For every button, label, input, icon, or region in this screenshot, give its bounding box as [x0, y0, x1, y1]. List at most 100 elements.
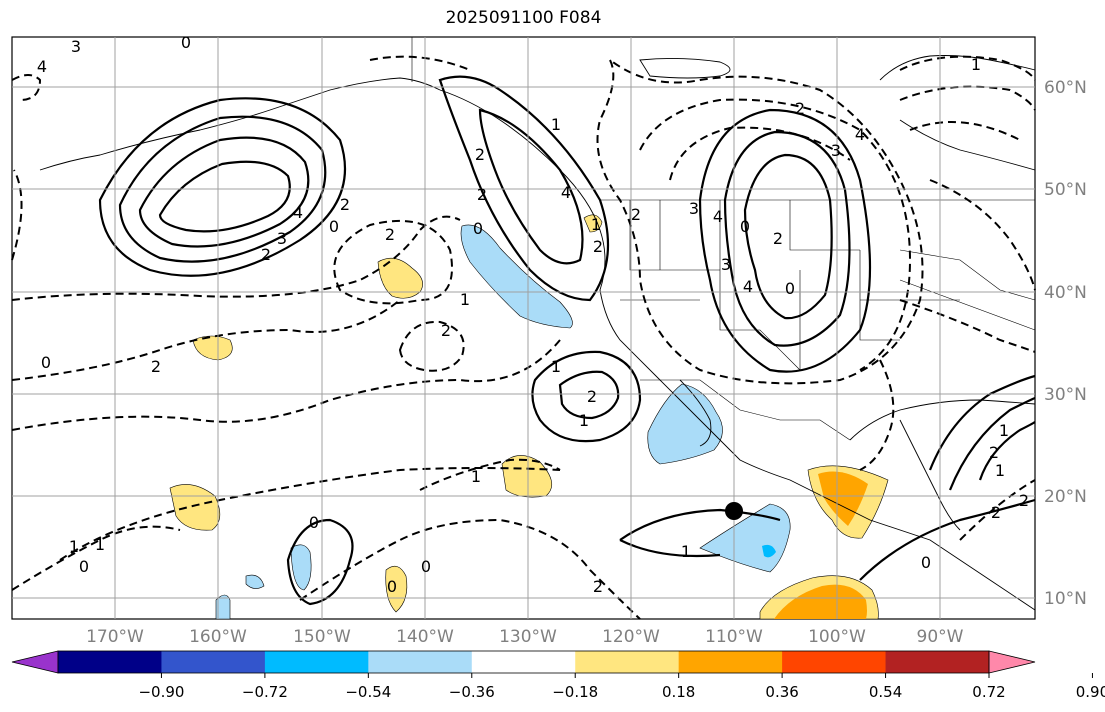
lat-label: 30°N — [1044, 385, 1087, 405]
colorbar-segment — [782, 651, 887, 673]
contour-label: 2 — [593, 577, 603, 596]
contour-label: 2 — [1019, 491, 1029, 510]
contour-label: 2 — [593, 237, 603, 256]
contour-label: 4 — [713, 207, 723, 226]
colorbar-segment — [885, 651, 990, 673]
colorbar-tick-label: 0.90 — [1076, 683, 1105, 701]
contour-label: 4 — [37, 57, 47, 76]
colorbar-tick-label: 0.36 — [765, 683, 798, 701]
colorbar-tick-label: −0.72 — [242, 683, 288, 701]
contour-label: 0 — [79, 557, 89, 576]
contour-label: 3 — [721, 255, 731, 274]
contour-label: 2 — [477, 185, 487, 204]
contour-label: 3 — [831, 141, 841, 160]
lat-label: 10°N — [1044, 589, 1087, 609]
lon-label: 100°W — [808, 627, 866, 647]
colorbar-tick-label: 0.18 — [662, 683, 695, 701]
contour-label: 1 — [460, 290, 470, 309]
colorbar-segment — [471, 651, 576, 673]
contour-label: 1 — [995, 461, 1005, 480]
colorbar-segment — [161, 651, 266, 673]
contour-label: 0 — [785, 279, 795, 298]
map-title: 2025091100 F084 — [445, 8, 602, 28]
colorbar-tick-label: −0.90 — [138, 683, 184, 701]
contour-label: 1 — [471, 467, 481, 486]
contour-label: 2 — [773, 229, 783, 248]
latitude-labels: 60°N 50°N 40°N 30°N 20°N 10°N — [1044, 78, 1087, 609]
contour-label: 3 — [277, 229, 287, 248]
colorbar-tick-label: 0.54 — [869, 683, 902, 701]
contour-label: 2 — [261, 245, 271, 264]
colorbar-tick-label: −0.36 — [449, 683, 495, 701]
contour-label: 3 — [689, 199, 699, 218]
contour-label: 1 — [971, 55, 981, 74]
contour-label: 2 — [340, 195, 350, 214]
contour-label: 1 — [551, 357, 561, 376]
colorbar-segment — [58, 651, 162, 673]
colorbar-tick-labels: −0.90 −0.72 −0.54 −0.36 −0.18 0.18 0.36 0.54 0.7… — [138, 673, 1105, 701]
contour-label: 4 — [743, 277, 753, 296]
filled-dot-marker — [725, 502, 743, 520]
contour-label: 0 — [181, 33, 191, 52]
coastlines — [39, 55, 1036, 611]
contour-label: 4 — [293, 203, 303, 222]
contour-label: 2 — [631, 205, 641, 224]
colorbar-extend-low — [11, 650, 59, 674]
contour-label: 2 — [991, 503, 1001, 522]
contours-negative — [11, 55, 1036, 620]
contour-label: 2 — [441, 321, 451, 340]
lon-label: 120°W — [602, 627, 660, 647]
contour-label: 1 — [579, 411, 589, 430]
contour-label: 3 — [71, 37, 81, 56]
lon-label: 160°W — [189, 627, 247, 647]
lon-label: 140°W — [396, 627, 454, 647]
contour-label: 1 — [999, 421, 1009, 440]
contour-label: 4 — [855, 125, 865, 144]
contour-label: 1 — [69, 537, 79, 556]
lon-label: 110°W — [705, 627, 763, 647]
lat-label: 50°N — [1044, 180, 1087, 200]
contour-label: 0 — [387, 577, 397, 596]
contour-label: 1 — [551, 115, 561, 134]
colorbar — [11, 650, 1036, 674]
contour-label: 1 — [591, 215, 601, 234]
contour-label: 2 — [151, 357, 161, 376]
colorbar-segment — [264, 651, 369, 673]
contour-label: 0 — [740, 217, 750, 236]
contour-label: 4 — [561, 183, 571, 202]
contour-label: 0 — [41, 353, 51, 372]
contour-label: 2 — [989, 443, 999, 462]
colorbar-segment — [575, 651, 680, 673]
contour-label: 0 — [473, 219, 483, 238]
contour-label: 2 — [475, 145, 485, 164]
longitude-labels: 170°W 160°W 150°W 140°W 130°W 120°W 110°W 100°W… — [86, 627, 964, 647]
lat-label: 40°N — [1044, 283, 1087, 303]
contour-label: 0 — [309, 513, 319, 532]
colorbar-segment — [678, 651, 783, 673]
contour-label: 0 — [421, 557, 431, 576]
colorbar-frame — [57, 650, 990, 674]
gridlines — [12, 37, 1035, 619]
contour-label: 2 — [587, 387, 597, 406]
contour-label: 2 — [795, 99, 805, 118]
shading-warm — [169, 214, 889, 620]
contour-label: 2 — [385, 225, 395, 244]
lon-label: 90°W — [917, 627, 964, 647]
lon-label: 170°W — [86, 627, 144, 647]
colorbar-tick-label: −0.54 — [345, 683, 391, 701]
colorbar-segment — [368, 651, 473, 673]
contour-label: 0 — [921, 553, 931, 572]
political-borders — [411, 37, 1036, 441]
lon-label: 130°W — [499, 627, 557, 647]
colorbar-tick-label: 0.72 — [972, 683, 1005, 701]
colorbar-tick-label: −0.18 — [552, 683, 598, 701]
contour-label: 1 — [681, 542, 691, 561]
contour-label: 1 — [95, 535, 105, 554]
colorbar-extend-high — [988, 650, 1036, 674]
lat-label: 20°N — [1044, 487, 1087, 507]
lat-label: 60°N — [1044, 78, 1087, 98]
contour-label: 0 — [329, 217, 339, 236]
lon-label: 150°W — [293, 627, 351, 647]
